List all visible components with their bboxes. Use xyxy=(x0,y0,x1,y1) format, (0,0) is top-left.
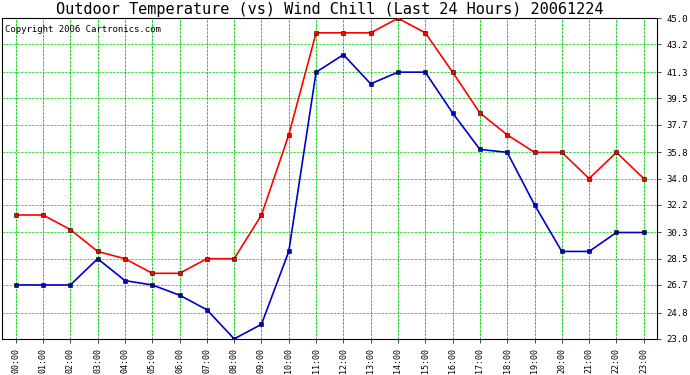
Text: Copyright 2006 Cartronics.com: Copyright 2006 Cartronics.com xyxy=(6,25,161,34)
Title: Outdoor Temperature (vs) Wind Chill (Last 24 Hours) 20061224: Outdoor Temperature (vs) Wind Chill (Las… xyxy=(56,2,604,17)
